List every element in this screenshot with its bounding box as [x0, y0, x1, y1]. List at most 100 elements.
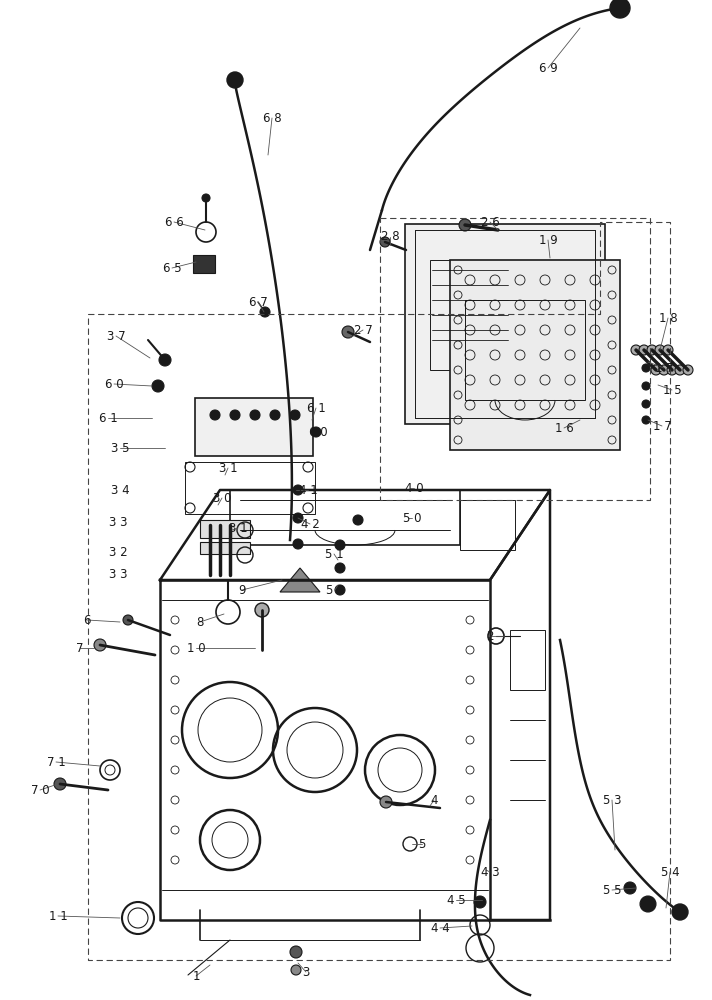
- Text: 7: 7: [76, 642, 84, 654]
- Circle shape: [290, 410, 300, 420]
- Circle shape: [667, 365, 677, 375]
- Text: 2 6: 2 6: [481, 216, 499, 229]
- Circle shape: [230, 410, 240, 420]
- Circle shape: [663, 345, 673, 355]
- Circle shape: [227, 72, 243, 88]
- Circle shape: [642, 400, 650, 408]
- Text: 3 1: 3 1: [219, 462, 237, 475]
- Circle shape: [659, 365, 669, 375]
- Circle shape: [651, 365, 661, 375]
- Circle shape: [380, 237, 390, 247]
- Circle shape: [675, 365, 685, 375]
- Circle shape: [293, 485, 303, 495]
- Text: 5 2: 5 2: [325, 584, 345, 596]
- Text: 6 9: 6 9: [538, 62, 557, 75]
- Circle shape: [335, 540, 345, 550]
- Text: 5 4: 5 4: [661, 865, 679, 879]
- Bar: [200, 542, 250, 554]
- Circle shape: [255, 603, 269, 617]
- Circle shape: [624, 882, 636, 894]
- Text: 2 7: 2 7: [354, 324, 372, 336]
- Circle shape: [293, 539, 303, 549]
- Text: 5 3: 5 3: [603, 794, 622, 806]
- Text: 3 5: 3 5: [111, 442, 130, 454]
- Bar: [460, 500, 515, 550]
- Text: 1 7: 1 7: [654, 361, 674, 374]
- Text: 6 6: 6 6: [164, 216, 184, 229]
- Circle shape: [159, 354, 171, 366]
- Text: 3 3: 3 3: [109, 568, 127, 580]
- Circle shape: [683, 365, 693, 375]
- Circle shape: [474, 896, 486, 908]
- Text: 1 1: 1 1: [48, 910, 68, 922]
- Circle shape: [642, 382, 650, 390]
- Text: 6: 6: [83, 613, 90, 626]
- Bar: [430, 260, 510, 370]
- Text: 6 1: 6 1: [307, 401, 325, 414]
- Text: 5 0: 5 0: [403, 512, 422, 524]
- Text: 6 7: 6 7: [248, 296, 268, 308]
- Bar: [465, 300, 585, 400]
- Circle shape: [642, 364, 650, 372]
- Text: 4 2: 4 2: [300, 518, 320, 530]
- Text: 7 0: 7 0: [31, 784, 49, 796]
- Bar: [510, 630, 545, 690]
- Text: 1 9: 1 9: [538, 233, 557, 246]
- Text: 6 0: 6 0: [105, 377, 123, 390]
- Text: 3 3: 3 3: [109, 516, 127, 528]
- Bar: [200, 520, 250, 538]
- Text: 3 2: 3 2: [109, 546, 127, 558]
- Circle shape: [610, 0, 630, 18]
- Circle shape: [311, 427, 321, 437]
- Circle shape: [210, 410, 220, 420]
- Bar: [405, 224, 605, 424]
- Circle shape: [642, 416, 650, 424]
- Circle shape: [380, 796, 392, 808]
- Circle shape: [672, 904, 688, 920]
- Text: 4 0: 4 0: [404, 482, 424, 494]
- Circle shape: [335, 585, 345, 595]
- Circle shape: [353, 515, 363, 525]
- Circle shape: [647, 345, 657, 355]
- Text: 1 8: 1 8: [659, 312, 677, 324]
- Text: 1 0: 1 0: [187, 642, 205, 654]
- Text: 4 3: 4 3: [481, 865, 499, 879]
- Text: 3 4: 3 4: [110, 484, 130, 496]
- Text: 6 5: 6 5: [162, 261, 182, 274]
- Text: 6 1: 6 1: [99, 412, 117, 424]
- Circle shape: [94, 639, 106, 651]
- Circle shape: [631, 345, 641, 355]
- Text: 1 7: 1 7: [653, 420, 671, 432]
- Circle shape: [639, 345, 649, 355]
- Text: 2: 2: [486, 630, 493, 643]
- Circle shape: [293, 513, 303, 523]
- Bar: [185, 462, 315, 514]
- Text: 4 4: 4 4: [431, 922, 449, 934]
- Bar: [450, 260, 620, 450]
- Circle shape: [342, 326, 354, 338]
- Circle shape: [260, 307, 270, 317]
- Circle shape: [250, 410, 260, 420]
- Bar: [195, 398, 313, 456]
- Circle shape: [270, 410, 280, 420]
- Text: 3 7: 3 7: [107, 330, 125, 342]
- Text: 4: 4: [430, 794, 438, 806]
- Text: 3: 3: [303, 966, 310, 978]
- Circle shape: [123, 615, 133, 625]
- Circle shape: [202, 194, 210, 202]
- Text: 5 1: 5 1: [325, 548, 343, 560]
- Text: 9: 9: [239, 584, 246, 596]
- Circle shape: [291, 965, 301, 975]
- Text: 5: 5: [419, 838, 426, 850]
- Circle shape: [640, 896, 656, 912]
- Text: 8: 8: [197, 615, 204, 629]
- Text: 4 1: 4 1: [298, 484, 318, 496]
- Text: 1 6: 1 6: [555, 422, 573, 434]
- Bar: [193, 255, 215, 273]
- Circle shape: [335, 563, 345, 573]
- Circle shape: [459, 219, 471, 231]
- Text: 2 8: 2 8: [381, 231, 399, 243]
- Text: 4 5: 4 5: [446, 894, 466, 906]
- Bar: [230, 490, 460, 545]
- Text: 1: 1: [192, 970, 200, 982]
